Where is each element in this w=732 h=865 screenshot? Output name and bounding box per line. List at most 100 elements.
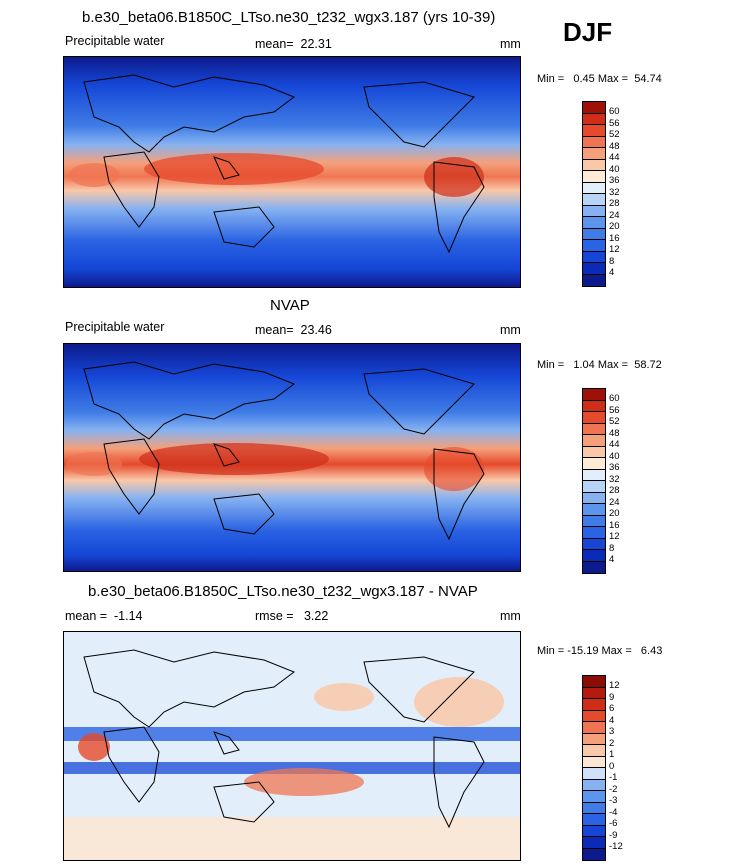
colorbar-tick-label: 56 bbox=[609, 404, 620, 416]
colorbar-tick-label: 9 bbox=[609, 691, 615, 703]
colorbar-swatch bbox=[583, 125, 605, 137]
colorbar-tick-label: 0 bbox=[609, 760, 615, 772]
colorbar-swatch bbox=[583, 676, 605, 688]
colorbar-tick-label: 32 bbox=[609, 186, 620, 198]
colorbar-tick-label: 12 bbox=[609, 244, 620, 255]
colorbar-tick-label: 24 bbox=[609, 496, 620, 508]
colorbar-swatch bbox=[583, 389, 605, 401]
colorbar-swatch bbox=[583, 217, 605, 229]
colorbar-tick-label: 4 bbox=[609, 714, 615, 726]
colorbar-swatch bbox=[583, 825, 605, 837]
colorbar-tick-label: 40 bbox=[609, 163, 620, 175]
colorbar-swatch bbox=[583, 768, 605, 780]
colorbar-swatch bbox=[583, 423, 605, 435]
colorbar-swatch bbox=[583, 182, 605, 194]
panel1-minmax-label: Min = 0.45 Max = 54.74 bbox=[537, 73, 662, 85]
colorbar-tick-label: 12 bbox=[609, 680, 620, 691]
colorbar-swatch bbox=[583, 205, 605, 217]
colorbar-tick-label: 3 bbox=[609, 726, 615, 737]
colorbar-tick-label: 4 bbox=[609, 267, 615, 278]
colorbar-swatch bbox=[583, 492, 605, 504]
panel3-minmax-label: Min = -15.19 Max = 6.43 bbox=[537, 645, 663, 657]
colorbar-swatch bbox=[583, 561, 605, 573]
colorbar-swatch bbox=[583, 194, 605, 206]
colorbar-swatch bbox=[583, 722, 605, 734]
colorbar-tick-label: 16 bbox=[609, 519, 620, 531]
colorbar-swatch bbox=[583, 791, 605, 803]
panel3-rmse-label: rmse = 3.22 bbox=[255, 609, 329, 623]
colorbar-tick-label: 36 bbox=[609, 462, 620, 473]
panel3-field bbox=[64, 632, 520, 860]
colorbar-swatch bbox=[583, 527, 605, 539]
colorbar-tick-label: -4 bbox=[609, 806, 618, 818]
panel3-title: b.e30_beta06.B1850C_LTso.ne30_t232_wgx3.… bbox=[88, 583, 478, 600]
panel1-variable-label: Precipitable water bbox=[65, 34, 165, 48]
colorbar-tick-label: 48 bbox=[609, 427, 620, 439]
panel2-title: NVAP bbox=[270, 297, 310, 314]
colorbar-swatch bbox=[583, 102, 605, 114]
colorbar-tick-label: 16 bbox=[609, 232, 620, 244]
colorbar-swatch bbox=[583, 435, 605, 447]
panel2-colorbar bbox=[582, 388, 606, 574]
colorbar-swatch bbox=[583, 515, 605, 527]
colorbar-tick-label: 52 bbox=[609, 416, 620, 427]
colorbar-tick-label: 60 bbox=[609, 106, 620, 117]
panel2-map bbox=[63, 343, 521, 572]
colorbar-swatch bbox=[583, 446, 605, 458]
colorbar-tick-label: 12 bbox=[609, 531, 620, 542]
colorbar-swatch bbox=[583, 710, 605, 722]
colorbar-swatch bbox=[583, 274, 605, 286]
colorbar-swatch bbox=[583, 263, 605, 275]
colorbar-swatch bbox=[583, 469, 605, 481]
colorbar-swatch bbox=[583, 171, 605, 183]
figure-title: b.e30_beta06.B1850C_LTso.ne30_t232_wgx3.… bbox=[82, 9, 496, 26]
colorbar-swatch bbox=[583, 538, 605, 550]
colorbar-swatch bbox=[583, 779, 605, 791]
colorbar-tick-label: 36 bbox=[609, 175, 620, 186]
colorbar-tick-label: -12 bbox=[609, 841, 623, 852]
colorbar-swatch bbox=[583, 802, 605, 814]
colorbar-tick-label: -3 bbox=[609, 795, 618, 806]
colorbar-tick-label: -9 bbox=[609, 829, 618, 841]
colorbar-tick-label: 52 bbox=[609, 129, 620, 140]
colorbar-tick-label: 6 bbox=[609, 703, 615, 714]
colorbar-swatch bbox=[583, 699, 605, 711]
colorbar-swatch bbox=[583, 159, 605, 171]
colorbar-tick-label: -1 bbox=[609, 772, 618, 783]
colorbar-tick-label: 56 bbox=[609, 117, 620, 129]
colorbar-swatch bbox=[583, 136, 605, 148]
panel2-minmax-label: Min = 1.04 Max = 58.72 bbox=[537, 359, 662, 371]
colorbar-tick-label: 48 bbox=[609, 140, 620, 152]
colorbar-swatch bbox=[583, 733, 605, 745]
colorbar-swatch bbox=[583, 481, 605, 493]
colorbar-swatch bbox=[583, 504, 605, 516]
colorbar-tick-label: 20 bbox=[609, 221, 620, 232]
colorbar-tick-label: -6 bbox=[609, 818, 618, 829]
colorbar-tick-label: 60 bbox=[609, 393, 620, 404]
colorbar-swatch bbox=[583, 400, 605, 412]
colorbar-tick-label: 8 bbox=[609, 255, 615, 267]
colorbar-tick-label: -2 bbox=[609, 783, 618, 795]
colorbar-tick-label: 4 bbox=[609, 554, 615, 565]
colorbar-tick-label: 24 bbox=[609, 209, 620, 221]
colorbar-tick-label: 8 bbox=[609, 542, 615, 554]
colorbar-swatch bbox=[583, 240, 605, 252]
panel2-variable-label: Precipitable water bbox=[65, 320, 165, 334]
colorbar-swatch bbox=[583, 814, 605, 826]
panel2-units-label: mm bbox=[500, 323, 521, 337]
panel3-units-label: mm bbox=[500, 609, 521, 623]
colorbar-swatch bbox=[583, 745, 605, 757]
colorbar-swatch bbox=[583, 687, 605, 699]
colorbar-tick-label: 44 bbox=[609, 152, 620, 163]
panel3-mean-label: mean = -1.14 bbox=[65, 609, 143, 623]
panel1-mean-label: mean= 22.31 bbox=[255, 37, 332, 51]
colorbar-swatch bbox=[583, 837, 605, 849]
colorbar-swatch bbox=[583, 848, 605, 860]
panel2-mean-label: mean= 23.46 bbox=[255, 323, 332, 337]
colorbar-tick-label: 44 bbox=[609, 439, 620, 450]
panel1-colorbar bbox=[582, 101, 606, 287]
colorbar-tick-label: 1 bbox=[609, 749, 615, 760]
panel1-map bbox=[63, 56, 521, 288]
colorbar-swatch bbox=[583, 412, 605, 424]
season-label: DJF bbox=[563, 17, 613, 47]
